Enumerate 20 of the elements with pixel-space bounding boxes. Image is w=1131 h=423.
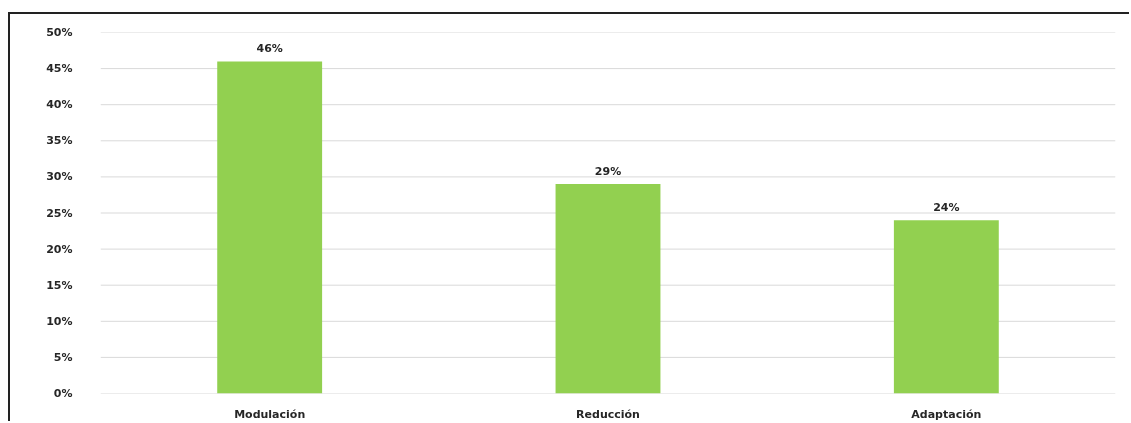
- data-label: 46%: [256, 42, 283, 56]
- y-tick-label: 30%: [46, 170, 73, 184]
- x-tick-label: Adaptación: [911, 407, 982, 421]
- y-tick-label: 15%: [46, 278, 73, 292]
- y-tick-label: 20%: [46, 242, 73, 256]
- y-tick-label: 0%: [53, 387, 73, 400]
- bar: [217, 61, 323, 394]
- x-tick-label: Modulación: [234, 407, 306, 421]
- y-tick-label: 5%: [53, 350, 73, 364]
- data-label: 29%: [594, 165, 622, 179]
- y-tick-label: 45%: [46, 62, 73, 76]
- y-tick-label: 25%: [46, 206, 73, 220]
- y-tick-label: 50%: [46, 26, 73, 39]
- y-tick-label: 40%: [46, 98, 73, 112]
- y-tick-label: 10%: [46, 314, 73, 328]
- data-label: 24%: [933, 201, 960, 215]
- y-tick-label: 35%: [46, 134, 73, 148]
- x-tick-label: Reducción: [576, 407, 640, 421]
- bar: [555, 184, 661, 394]
- bar: [893, 220, 999, 394]
